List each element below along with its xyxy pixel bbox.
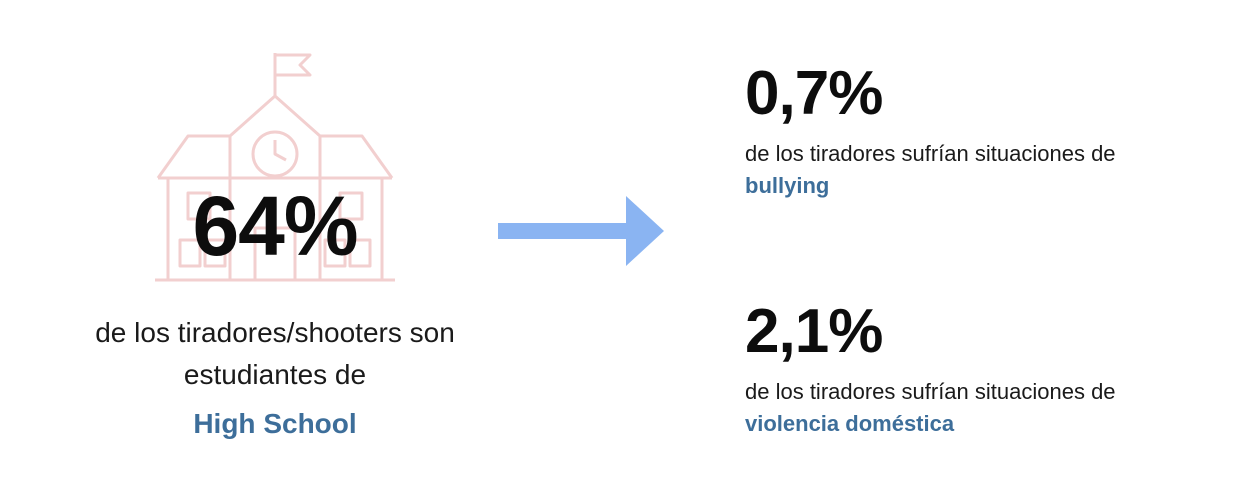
main-statistic: 64% [192, 179, 358, 273]
stat-description-domestic-violence: de los tiradores sufrían situaciones de [745, 379, 1116, 404]
school-building-icon [150, 48, 400, 283]
window-left-upper [186, 191, 212, 221]
stat-block-bullying: 0,7% de los tiradores sufrían situacione… [745, 58, 1116, 202]
right-roof [320, 134, 394, 179]
window-left-lower [178, 238, 202, 268]
window-right-upper [338, 191, 364, 221]
clock-hands [273, 140, 287, 162]
window-right-lower [323, 238, 347, 268]
arrow-right-icon [498, 196, 664, 266]
central-roof [229, 94, 321, 138]
main-description-line-2: estudiantes de [183, 359, 367, 390]
stat-block-domestic-violence: 2,1% de los tiradores sufrían situacione… [745, 296, 1116, 440]
flag [275, 53, 312, 77]
arrow-shape [498, 196, 664, 266]
stat-highlight-domestic-violence: violencia doméstica [745, 411, 955, 436]
main-description-line-1: de los tiradores/shooters son [95, 317, 455, 348]
main-statistic-highlight: High School [193, 408, 357, 439]
stat-value-domestic-violence: 2,1% [745, 297, 883, 366]
stat-description-bullying: de los tiradores sufrían situaciones de [745, 141, 1116, 166]
clock-face [251, 130, 299, 178]
window-left-lower-2 [203, 238, 227, 268]
stat-highlight-bullying: bullying [745, 173, 830, 198]
stat-value-bullying: 0,7% [745, 59, 883, 128]
main-statistic-description: de los tiradores/shooters son estudiante… [30, 312, 520, 396]
left-roof [156, 134, 230, 179]
window-right-lower-2 [348, 238, 372, 268]
